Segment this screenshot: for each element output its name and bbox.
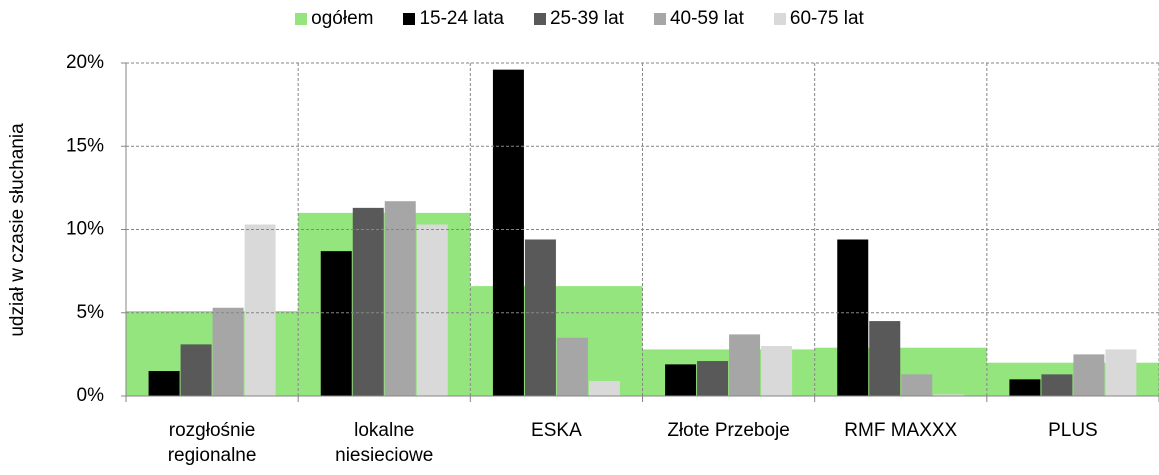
legend-item: 40-59 lat [653, 8, 744, 30]
bar [837, 239, 869, 396]
bar [320, 251, 352, 396]
legend-label: 25-39 lat [549, 8, 624, 29]
x-tick-label: Złote Przeboje [667, 420, 790, 441]
x-tick-label: lokalne niesieciowe [335, 420, 434, 466]
bar [1073, 354, 1105, 396]
y-tick-label: 15% [66, 135, 104, 156]
legend-label: ogółem [311, 8, 374, 29]
bar [697, 361, 729, 396]
bar [352, 207, 384, 396]
bar [148, 371, 180, 396]
legend-label: 15-24 lata [419, 8, 504, 29]
bar [492, 69, 524, 396]
legend-swatch [533, 13, 546, 25]
legend-item: 15-24 lata [403, 8, 504, 30]
legend-swatch [653, 13, 666, 25]
bar [1009, 379, 1041, 396]
bar [1041, 374, 1073, 396]
legend-item: ogółem [295, 8, 373, 30]
bar [416, 224, 448, 396]
legend-swatch [403, 13, 416, 25]
x-tick-label: RMF MAXXX [844, 420, 958, 441]
legend: ogółem 15-24 lata 25-39 lat 40-59 lat 60-75 … [0, 8, 1159, 30]
bar [588, 381, 620, 396]
legend-label: 40-59 lat [669, 8, 744, 29]
y-tick-label: 10% [66, 219, 104, 240]
grid [126, 62, 1159, 396]
bar [244, 224, 276, 396]
bar [761, 346, 793, 396]
y-tick-label: 0% [77, 385, 105, 406]
bar [384, 201, 416, 396]
bar [180, 344, 212, 396]
bars [126, 69, 1159, 396]
legend-item: 60-75 lat [773, 8, 864, 30]
bar [1105, 349, 1137, 396]
legend-label: 60-75 lat [789, 8, 864, 29]
y-axis-label: udział w czasie słuchania [7, 123, 28, 337]
bar [556, 337, 588, 396]
bar [901, 374, 933, 396]
y-tick-label: 20% [66, 52, 104, 73]
legend-item: 25-39 lat [533, 8, 624, 30]
bar [665, 364, 697, 396]
x-tick-label: ESKA [531, 420, 582, 441]
legend-swatch [295, 13, 308, 25]
bar [212, 307, 244, 396]
legend-swatch [773, 13, 786, 25]
y-tick-label: 5% [77, 302, 105, 323]
bar [933, 394, 965, 396]
bar [869, 321, 901, 396]
bar [524, 239, 556, 396]
bar [729, 334, 761, 396]
x-tick-label: rozgłośnie regionalne [167, 420, 257, 466]
x-tick-label: PLUS [1048, 420, 1098, 441]
